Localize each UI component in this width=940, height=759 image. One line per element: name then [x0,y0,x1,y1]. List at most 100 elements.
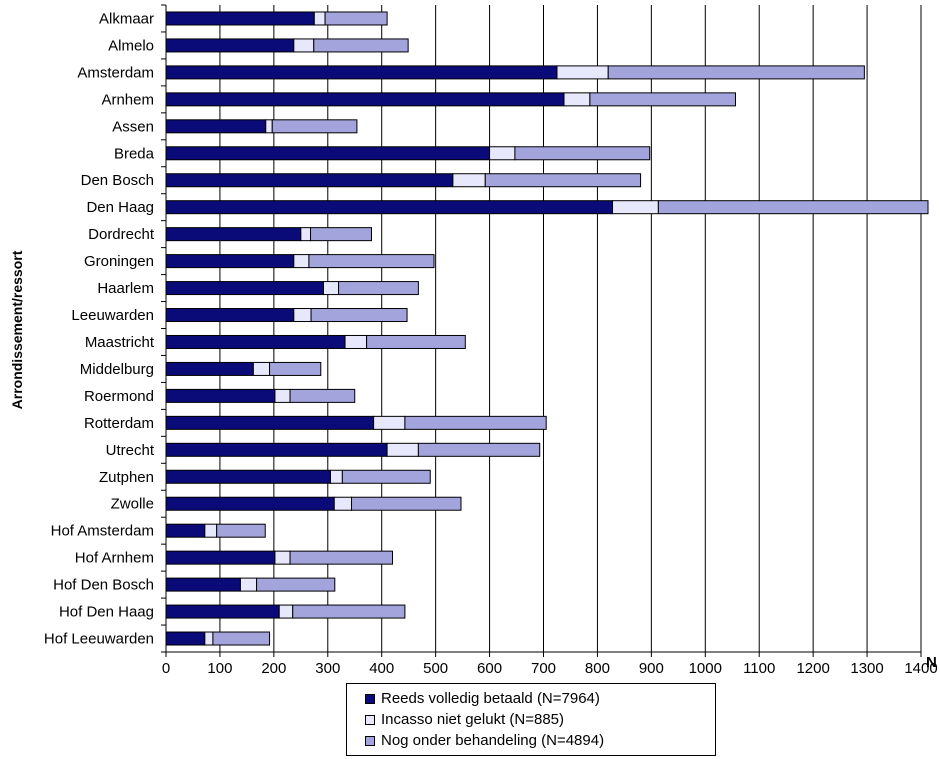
x-tick-label: 900 [639,660,664,677]
bar-segment-pending [289,550,393,565]
x-tick-labels: 0 100 200 300 400 500 600 700 800 900 1000 1100 1200… [162,652,938,677]
category-label: Leeuwarden [71,307,154,324]
bar-segment-pending [589,92,736,107]
bar-segment-paid [165,631,206,646]
bar-segment-failed [344,334,368,349]
bar-segment-failed [293,254,310,269]
bar-segment-paid [165,523,206,538]
category-label: Groningen [84,253,154,270]
bar-segment-pending [417,442,541,457]
bar-segment-paid [165,469,331,484]
bar-segment-paid [165,38,295,53]
bar-segment-paid [165,173,454,188]
category-label: Alkmaar [99,10,154,27]
x-tick-label: 800 [585,660,610,677]
x-tick-label: 500 [423,660,448,677]
x-tick-label: 300 [315,660,340,677]
x-tick-label: 1000 [689,660,722,677]
bar-segment-failed [329,469,343,484]
bar-segment-failed [204,523,218,538]
category-label: Roermond [84,388,154,405]
category-label: Hof Den Haag [59,604,154,621]
category-label: Amsterdam [77,64,154,81]
bar-segment-failed [265,119,273,134]
bar-segment-pending [366,334,466,349]
category-label: Breda [114,145,155,162]
bar-segment-pending [341,469,431,484]
category-label: Assen [112,118,154,135]
bar-segment-paid [165,604,280,619]
category-label: Hof Arnhem [75,550,154,567]
legend-label-pending: Nog onder behandeling (N=4894) [381,732,605,749]
legend-swatch-paid [365,693,375,704]
x-tick-label: 200 [261,660,286,677]
x-tick-label: 0 [162,660,170,677]
bar-segment-paid [165,496,335,511]
bar-segment-pending [313,38,409,53]
bar-segment-paid [165,361,254,376]
bar-segment-pending [310,308,408,323]
category-label: Maastricht [85,334,155,351]
bar-segment-pending [607,65,865,80]
bar-segment-failed [373,415,406,430]
bar-segment-pending [514,146,651,161]
bar-segment-paid [165,415,375,430]
x-tick-label: 100 [207,660,232,677]
bar-segment-paid [165,92,565,107]
category-label: Hof Leeuwarden [44,631,154,648]
stacked-bar-chart: Alkmaar Almelo Amsterdam Arnhem Assen Breda De… [9,4,938,677]
x-tick-label: 700 [531,660,556,677]
legend: Reeds volledig betaald (N=7964) Incasso … [346,683,716,756]
bar-segment-failed [322,281,340,296]
bar-segment-pending [269,361,322,376]
bar-segment-pending [484,173,642,188]
bar-segment-paid [165,334,346,349]
bar-segment-failed [313,11,326,26]
bar-segment-pending [351,496,462,511]
bar-segment-pending [657,200,929,215]
bar-segment-pending [404,415,547,430]
bar-segment-pending [292,604,406,619]
category-label: Hof Den Bosch [53,577,154,594]
bars [165,11,929,646]
bar-segment-pending [289,388,356,403]
legend-swatch-failed [365,714,375,725]
legend-item-pending: Nog onder behandeling (N=4894) [365,730,715,751]
bar-segment-failed [300,227,312,242]
bar-segment-paid [165,308,295,323]
bar-segment-paid [165,65,558,80]
category-label: Almelo [108,37,154,54]
category-label: Zutphen [99,469,154,486]
x-tick-label: 1100 [743,660,775,677]
y-axis-title: Arrondissement/ressort [9,250,25,409]
category-labels: Alkmaar Almelo Amsterdam Arnhem Assen Breda De… [44,4,166,653]
bar-segment-paid [165,200,614,215]
x-tick-label: 1300 [850,660,883,677]
bar-segment-paid [165,119,267,134]
category-label: Utrecht [106,442,155,459]
bar-segment-pending [271,119,358,134]
bar-segment-failed [274,550,291,565]
x-tick-label: 400 [369,660,394,677]
legend-label-paid: Reeds volledig betaald (N=7964) [381,690,600,707]
bar-segment-pending [216,523,266,538]
bar-segment-pending [308,254,435,269]
bar-segment-paid [165,146,491,161]
bar-segment-failed [333,496,353,511]
gridlines [219,5,922,652]
bar-segment-paid [165,550,276,565]
bar-segment-pending [338,281,419,296]
bar-segment-failed [239,577,258,592]
category-label: Den Haag [86,199,154,216]
bar-segment-paid [165,388,276,403]
x-tick-label: 600 [477,660,502,677]
category-label: Haarlem [97,280,154,297]
bar-segment-paid [165,577,241,592]
legend-swatch-pending [365,735,375,746]
bar-segment-failed [489,146,516,161]
category-label: Hof Amsterdam [51,523,154,540]
legend-item-paid: Reeds volledig betaald (N=7964) [365,688,715,709]
category-label: Dordrecht [88,226,155,243]
bar-segment-pending [256,577,336,592]
category-label: Den Bosch [81,172,154,189]
